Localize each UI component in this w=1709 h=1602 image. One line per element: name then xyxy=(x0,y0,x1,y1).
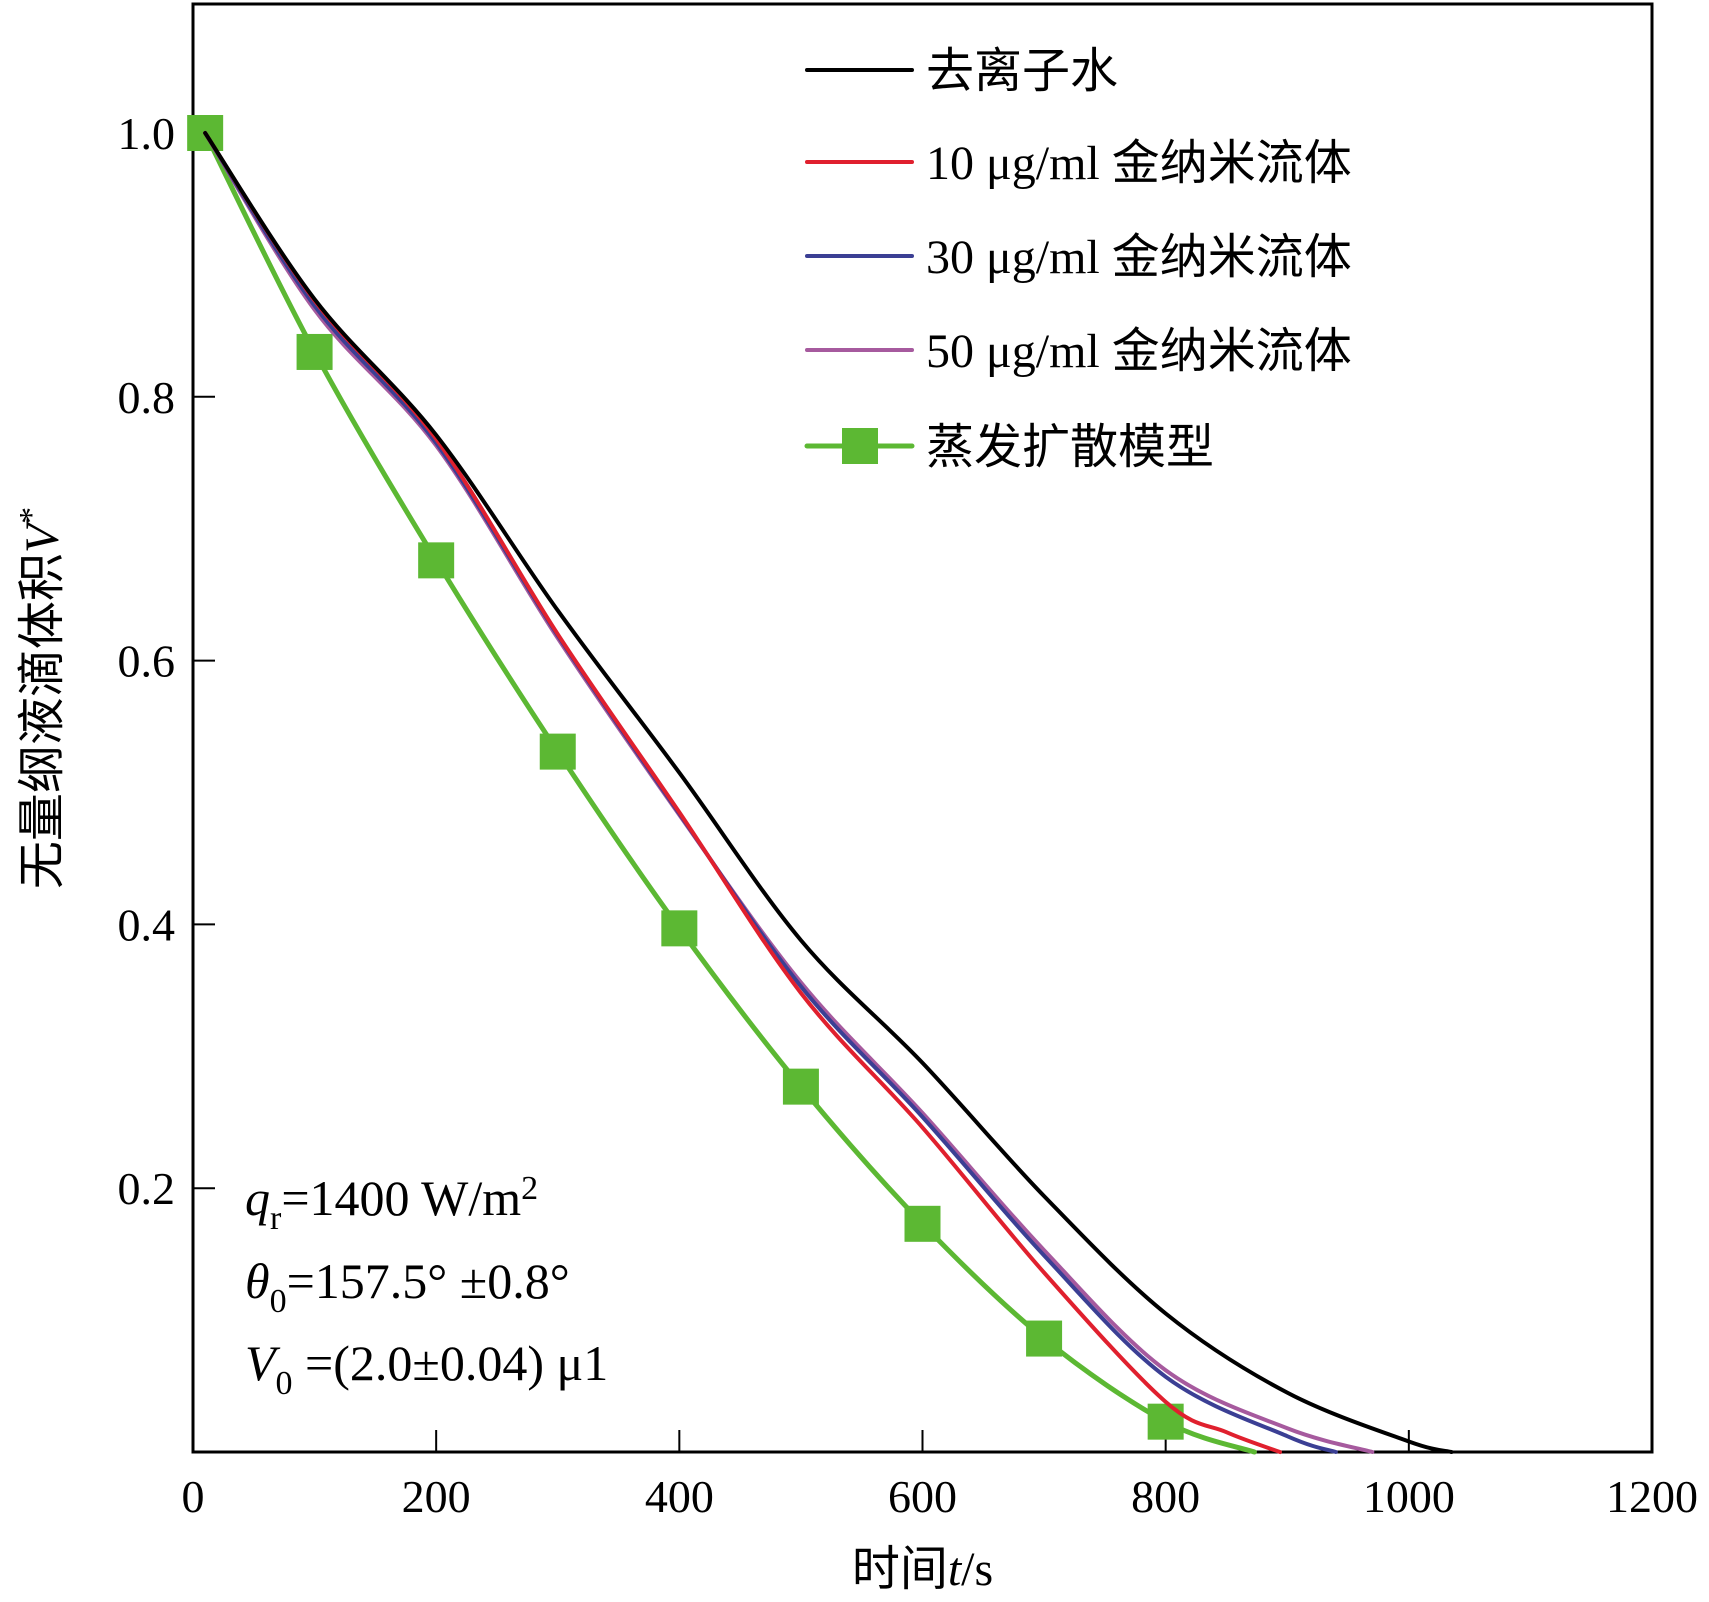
y-tick-label: 0.8 xyxy=(118,372,176,423)
x-tick-label: 1000 xyxy=(1363,1471,1455,1522)
x-axis-title-var: t xyxy=(948,1543,963,1596)
legend-label: 50 μg/ml 金纳米流体 xyxy=(926,325,1352,378)
x-tick-label: 0 xyxy=(182,1471,205,1522)
series-layer xyxy=(187,115,1454,1455)
legend-item: 去离子水 xyxy=(805,45,1118,98)
y-tick-label: 1.0 xyxy=(118,108,176,159)
legend-item: 30 μg/ml 金纳米流体 xyxy=(805,231,1352,284)
annotation-initial-volume: V0 =(2.0±0.04) μ1 xyxy=(245,1335,608,1402)
y-tick-label: 0.4 xyxy=(118,899,176,950)
data-point-marker xyxy=(296,333,333,370)
data-point-marker xyxy=(904,1205,941,1242)
legend-label: 10 μg/ml 金纳米流体 xyxy=(926,137,1352,190)
x-tick-label: 800 xyxy=(1131,1471,1200,1522)
legend-marker xyxy=(842,428,878,464)
x-axis-title-prefix: 时间 xyxy=(852,1543,948,1596)
legend-item: 50 μg/ml 金纳米流体 xyxy=(805,325,1352,378)
series-4 xyxy=(187,115,1257,1455)
data-point-marker xyxy=(539,733,576,770)
data-point-marker xyxy=(661,910,698,947)
x-axis-title-suffix: /s xyxy=(961,1543,993,1596)
y-axis-ticks: 0.2 0.4 0.6 0.8 1.0 xyxy=(118,108,215,1214)
legend-label: 蒸发扩散模型 xyxy=(926,421,1214,474)
data-point-marker xyxy=(782,1068,819,1105)
series-line xyxy=(203,131,1454,1454)
x-axis-ticks: 0 200 400 600 800 1000 1200 xyxy=(182,1430,1698,1522)
annotation-contact-angle: θ0=157.5° ±0.8° xyxy=(245,1253,570,1320)
data-point-marker xyxy=(1026,1320,1063,1357)
y-axis-title-var: V xyxy=(16,519,69,553)
data-point-marker xyxy=(418,542,455,579)
y-axis-title: 无量纲液滴体积V* xyxy=(13,507,69,889)
annotation-heat-flux: qr=1400 W/m2 xyxy=(245,1170,538,1237)
x-axis-title: 时间t/s xyxy=(852,1543,993,1596)
x-tick-label: 1200 xyxy=(1606,1471,1698,1522)
legend: 去离子水 10 μg/ml 金纳米流体 30 μg/ml 金纳米流体 50 μg/ml… xyxy=(804,45,1352,474)
data-point-marker xyxy=(1147,1403,1184,1440)
y-tick-label: 0.2 xyxy=(118,1163,176,1214)
series-0 xyxy=(203,131,1454,1454)
conditions-annotation: qr=1400 W/m2 θ0=157.5° ±0.8° V0 =(2.0±0.… xyxy=(245,1170,608,1402)
legend-item: 蒸发扩散模型 xyxy=(804,421,1214,474)
legend-label: 去离子水 xyxy=(926,45,1118,98)
x-tick-label: 200 xyxy=(402,1471,471,1522)
x-tick-label: 600 xyxy=(888,1471,957,1522)
legend-label: 30 μg/ml 金纳米流体 xyxy=(926,231,1352,284)
y-axis-title-prefix: 无量纲液滴体积 xyxy=(16,553,69,889)
x-tick-label: 400 xyxy=(645,1471,714,1522)
y-axis-title-sup: * xyxy=(13,507,50,524)
legend-item: 10 μg/ml 金纳米流体 xyxy=(805,137,1352,190)
y-tick-label: 0.6 xyxy=(118,636,176,687)
